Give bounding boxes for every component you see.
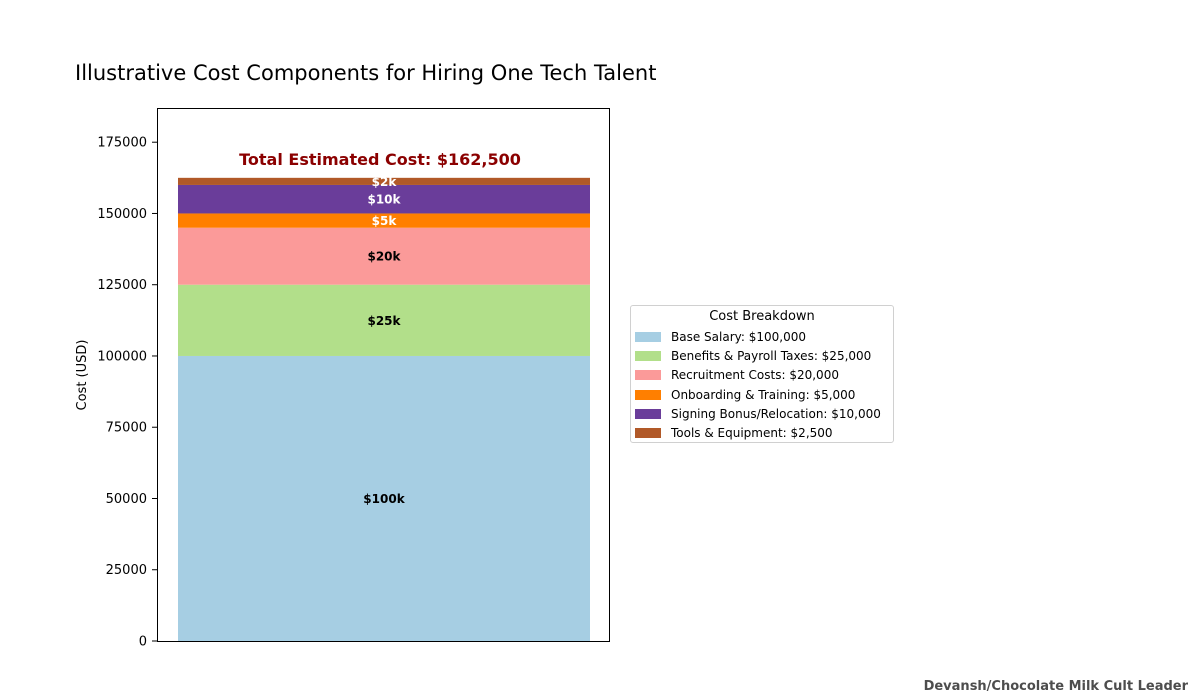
bar-value-label: $100k (363, 492, 405, 506)
legend-item: Onboarding & Training: $5,000 (631, 385, 893, 404)
y-axis-label: Cost (USD) (75, 340, 90, 411)
legend-swatch (635, 389, 661, 400)
chart-title: Illustrative Cost Components for Hiring … (75, 61, 656, 85)
y-tick-label: 25000 (106, 563, 147, 578)
legend-label: Base Salary: $100,000 (671, 329, 806, 344)
bar-segment (178, 184, 590, 214)
bar-value-label: $25k (367, 314, 401, 328)
bar-value-label: $20k (367, 250, 401, 264)
legend-swatch (635, 331, 661, 342)
bar-segment (178, 213, 590, 228)
legend-label: Signing Bonus/Relocation: $10,000 (671, 406, 881, 421)
legend-label: Onboarding & Training: $5,000 (671, 387, 856, 402)
legend-title: Cost Breakdown (709, 309, 815, 324)
total-cost-annotation: Total Estimated Cost: $162,500 (239, 150, 521, 169)
bar-value-label: $2k (372, 175, 398, 189)
legend-item: Recruitment Costs: $20,000 (631, 366, 893, 385)
legend-swatch (635, 428, 661, 439)
y-tick-label: 125000 (97, 278, 147, 293)
bar-segment (178, 227, 590, 285)
author-credit: Devansh/Chocolate Milk Cult Leader (923, 679, 1188, 694)
y-tick-label: 100000 (97, 349, 147, 364)
legend-item: Signing Bonus/Relocation: $10,000 (631, 404, 893, 423)
y-tick-label: 75000 (106, 421, 147, 436)
y-tick-label: 0 (139, 635, 147, 650)
legend-item: Tools & Equipment: $2,500 (631, 423, 893, 442)
bar-segment (178, 355, 590, 641)
legend-label: Recruitment Costs: $20,000 (671, 368, 839, 383)
bar-segment (178, 284, 590, 356)
bar-value-label: $5k (372, 214, 398, 228)
legend-item: Base Salary: $100,000 (631, 327, 893, 346)
legend-swatch (635, 370, 661, 381)
y-tick-label: 50000 (106, 492, 147, 507)
legend-label: Benefits & Payroll Taxes: $25,000 (671, 348, 872, 363)
bar-segments (178, 177, 590, 641)
y-tick-label: 150000 (97, 207, 147, 222)
legend-swatch (635, 408, 661, 419)
legend-items: Base Salary: $100,000 Benefits & Payroll … (631, 327, 893, 443)
y-tick-label: 175000 (97, 136, 147, 151)
legend-item: Benefits & Payroll Taxes: $25,000 (631, 346, 893, 365)
bar-value-label: $10k (367, 193, 401, 207)
plot-frame (157, 108, 610, 642)
legend-label: Tools & Equipment: $2,500 (671, 426, 833, 441)
legend: Cost Breakdown Base Salary: $100,000 Bene… (630, 305, 894, 443)
bar-segment (178, 177, 590, 185)
bar-labels: $100k $25k $20k $5k $10k $2k (363, 175, 405, 506)
y-axis: 0 25000 50000 75000 100000 125000 150000 175000 (97, 136, 158, 650)
legend-swatch (635, 350, 661, 361)
